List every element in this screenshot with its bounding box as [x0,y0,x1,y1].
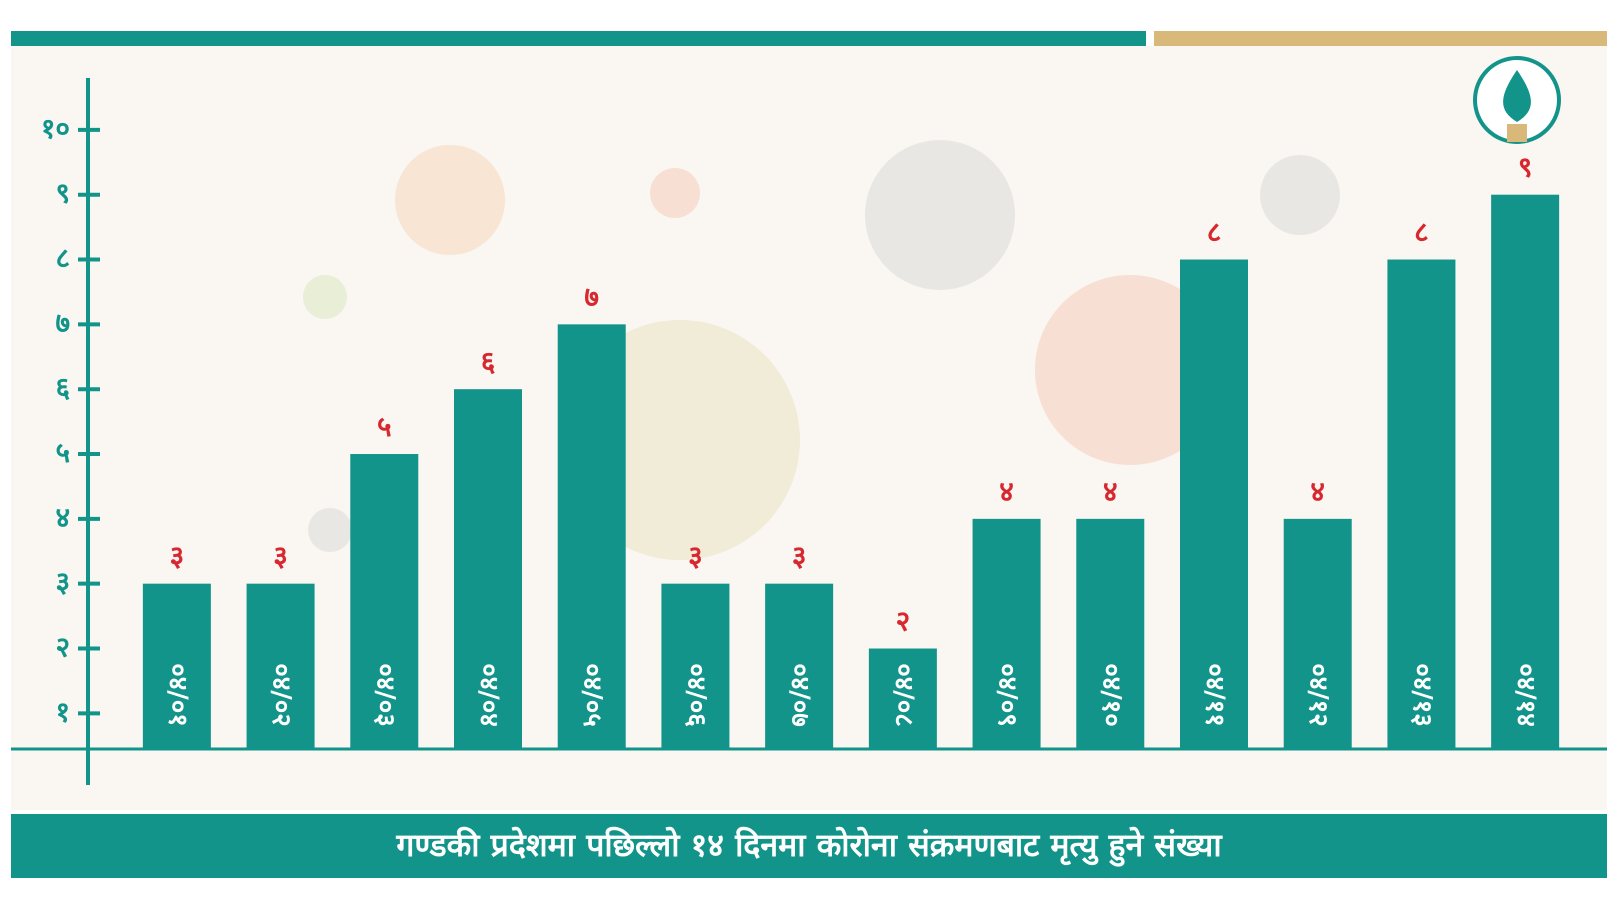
x-tick-label: ०४/०५ [577,663,607,727]
bar [557,324,626,749]
bar [1491,194,1560,749]
bar [350,454,419,749]
value-label: ३ [792,540,807,573]
virus [865,140,1015,290]
value-label: ८ [1414,216,1429,249]
value-label: ६ [481,345,496,378]
bar [661,583,730,749]
bar [246,583,315,749]
x-tick-label: ०४/०२ [266,663,296,727]
decoration [303,140,1340,560]
y-tick-label: ८ [55,242,70,275]
value-label: ३ [688,540,703,573]
bar [1076,518,1145,749]
dot [303,275,347,319]
top-stripe [1154,31,1607,46]
value-label: ४ [999,475,1014,508]
chart-title: गण्डकी प्रदेशमा पछिल्लो १४ दिनमा कोरोना … [395,826,1223,867]
x-tick-label: ०४/११ [1200,663,1230,727]
x-tick-label: ०४/०८ [888,663,918,727]
logo [1473,56,1561,144]
dot [308,508,352,552]
x-tick-label: ०४/१३ [1407,663,1437,727]
bar [1283,518,1352,749]
x-tick-label: ०४/१२ [1303,663,1333,727]
bar [1387,259,1456,749]
virus [395,145,505,255]
bar [1180,259,1248,749]
value-label: ४ [1103,475,1118,508]
top-stripe [11,31,1146,46]
bar [972,518,1041,749]
bar [765,583,834,749]
dot [650,168,700,218]
value-label: ७ [584,280,599,313]
x-tick-label: ०४/०१ [162,663,192,727]
y-tick-label: ६ [55,371,70,404]
y-tick-label: ९ [55,177,70,210]
y-tick-label: २ [55,631,70,664]
value-label: ३ [170,540,185,573]
y-tick-label: ३ [55,566,70,599]
x-tick-label: ०४/१४ [1511,663,1541,727]
virus [1260,155,1340,235]
x-tick-label: ०४/०९ [992,663,1022,727]
value-label: ३ [273,540,288,573]
value-label: ८ [1207,216,1222,249]
y-tick-label: ५ [55,436,70,469]
x-tick-label: ०४/०४ [474,663,504,727]
x-tick-label: ०४/०७ [785,663,815,727]
value-label: ९ [1518,151,1533,184]
value-label: ४ [1310,475,1325,508]
logo-base [1507,124,1527,142]
value-label: ५ [377,410,392,443]
y-tick-label: ४ [55,501,70,534]
value-label: २ [896,605,911,638]
x-tick-label: ०४/०३ [370,663,400,727]
bar [142,583,211,749]
x-tick-label: ०४/०६ [681,663,711,727]
logo-drop [1503,70,1531,122]
x-tick-label: ०४/१० [1096,663,1126,727]
title-banner [11,814,1607,878]
virus [1035,275,1225,465]
bar [454,389,522,749]
bar [868,648,937,749]
y-tick-label: ७ [55,306,70,339]
y-tick-label: १० [41,112,70,145]
y-tick-label: १ [55,695,70,728]
